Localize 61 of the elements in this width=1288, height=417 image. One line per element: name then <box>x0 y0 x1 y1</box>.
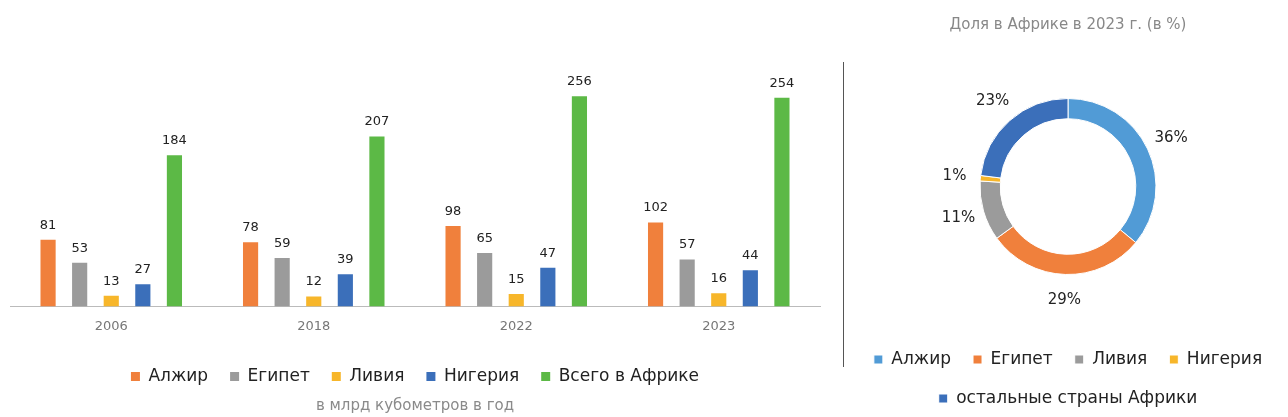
data-label: 256 <box>567 73 592 89</box>
bar <box>477 253 493 307</box>
data-label: 15 <box>507 270 525 286</box>
legend-label: Ливия <box>349 364 405 385</box>
data-label: 81 <box>39 216 57 232</box>
data-label: 98 <box>444 202 462 218</box>
data-label: 13 <box>102 272 120 288</box>
x-tick-label: 2022 <box>499 317 533 333</box>
data-label: 16 <box>710 270 728 286</box>
data-label: 184 <box>162 132 187 148</box>
bar <box>166 155 183 307</box>
data-label: 12 <box>305 273 323 289</box>
bar <box>711 293 727 307</box>
data-label: 23% <box>975 90 1010 109</box>
x-tick-label: 2023 <box>702 317 736 333</box>
bar <box>774 97 790 307</box>
bar <box>135 284 151 307</box>
bar <box>242 242 259 307</box>
legend-label: Нигерия <box>1186 347 1263 368</box>
bar <box>647 222 664 307</box>
x-tick-label: 2018 <box>297 317 331 333</box>
bar <box>540 267 556 307</box>
data-label: 1% <box>942 165 967 184</box>
legend-label: Египет <box>990 347 1053 368</box>
bar <box>679 259 695 307</box>
legend-label: Алжир <box>148 364 209 385</box>
bar <box>103 295 119 307</box>
bar <box>40 239 56 307</box>
data-label: 53 <box>71 239 88 255</box>
bar <box>742 270 758 307</box>
legend-label: Нигерия <box>443 364 520 385</box>
bar <box>72 262 88 307</box>
data-label: 39 <box>337 251 354 267</box>
bar <box>337 274 353 307</box>
data-label: 254 <box>769 74 795 90</box>
data-label: 11% <box>941 208 976 227</box>
bar <box>508 294 524 307</box>
legend-label: Алжир <box>891 347 952 368</box>
data-label: 29% <box>1047 290 1082 309</box>
bar <box>274 257 290 307</box>
data-label: 47 <box>539 244 557 260</box>
bar <box>369 136 385 307</box>
data-label: 36% <box>1154 127 1188 146</box>
x-tick-label: 2006 <box>94 317 128 333</box>
legend-label: Всего в Африке <box>558 364 700 385</box>
data-label: 65 <box>476 229 493 245</box>
bar <box>571 96 588 307</box>
data-label: 59 <box>273 234 291 250</box>
bar <box>306 296 322 307</box>
bar <box>445 225 461 307</box>
data-label: 27 <box>134 261 152 277</box>
data-label: 44 <box>742 247 759 263</box>
text: в млрд кубометров в год <box>314 396 516 414</box>
data-label: 78 <box>242 219 259 235</box>
data-label: 102 <box>643 199 668 215</box>
data-label: 207 <box>364 113 390 129</box>
chart-title: Доля в Африке в 2023 г. (в %) <box>949 14 1187 33</box>
legend-label: остальные страны Африки <box>956 386 1198 407</box>
legend-label: Ливия <box>1092 347 1148 368</box>
data-label: 57 <box>678 236 696 252</box>
legend-label: Египет <box>247 364 310 385</box>
